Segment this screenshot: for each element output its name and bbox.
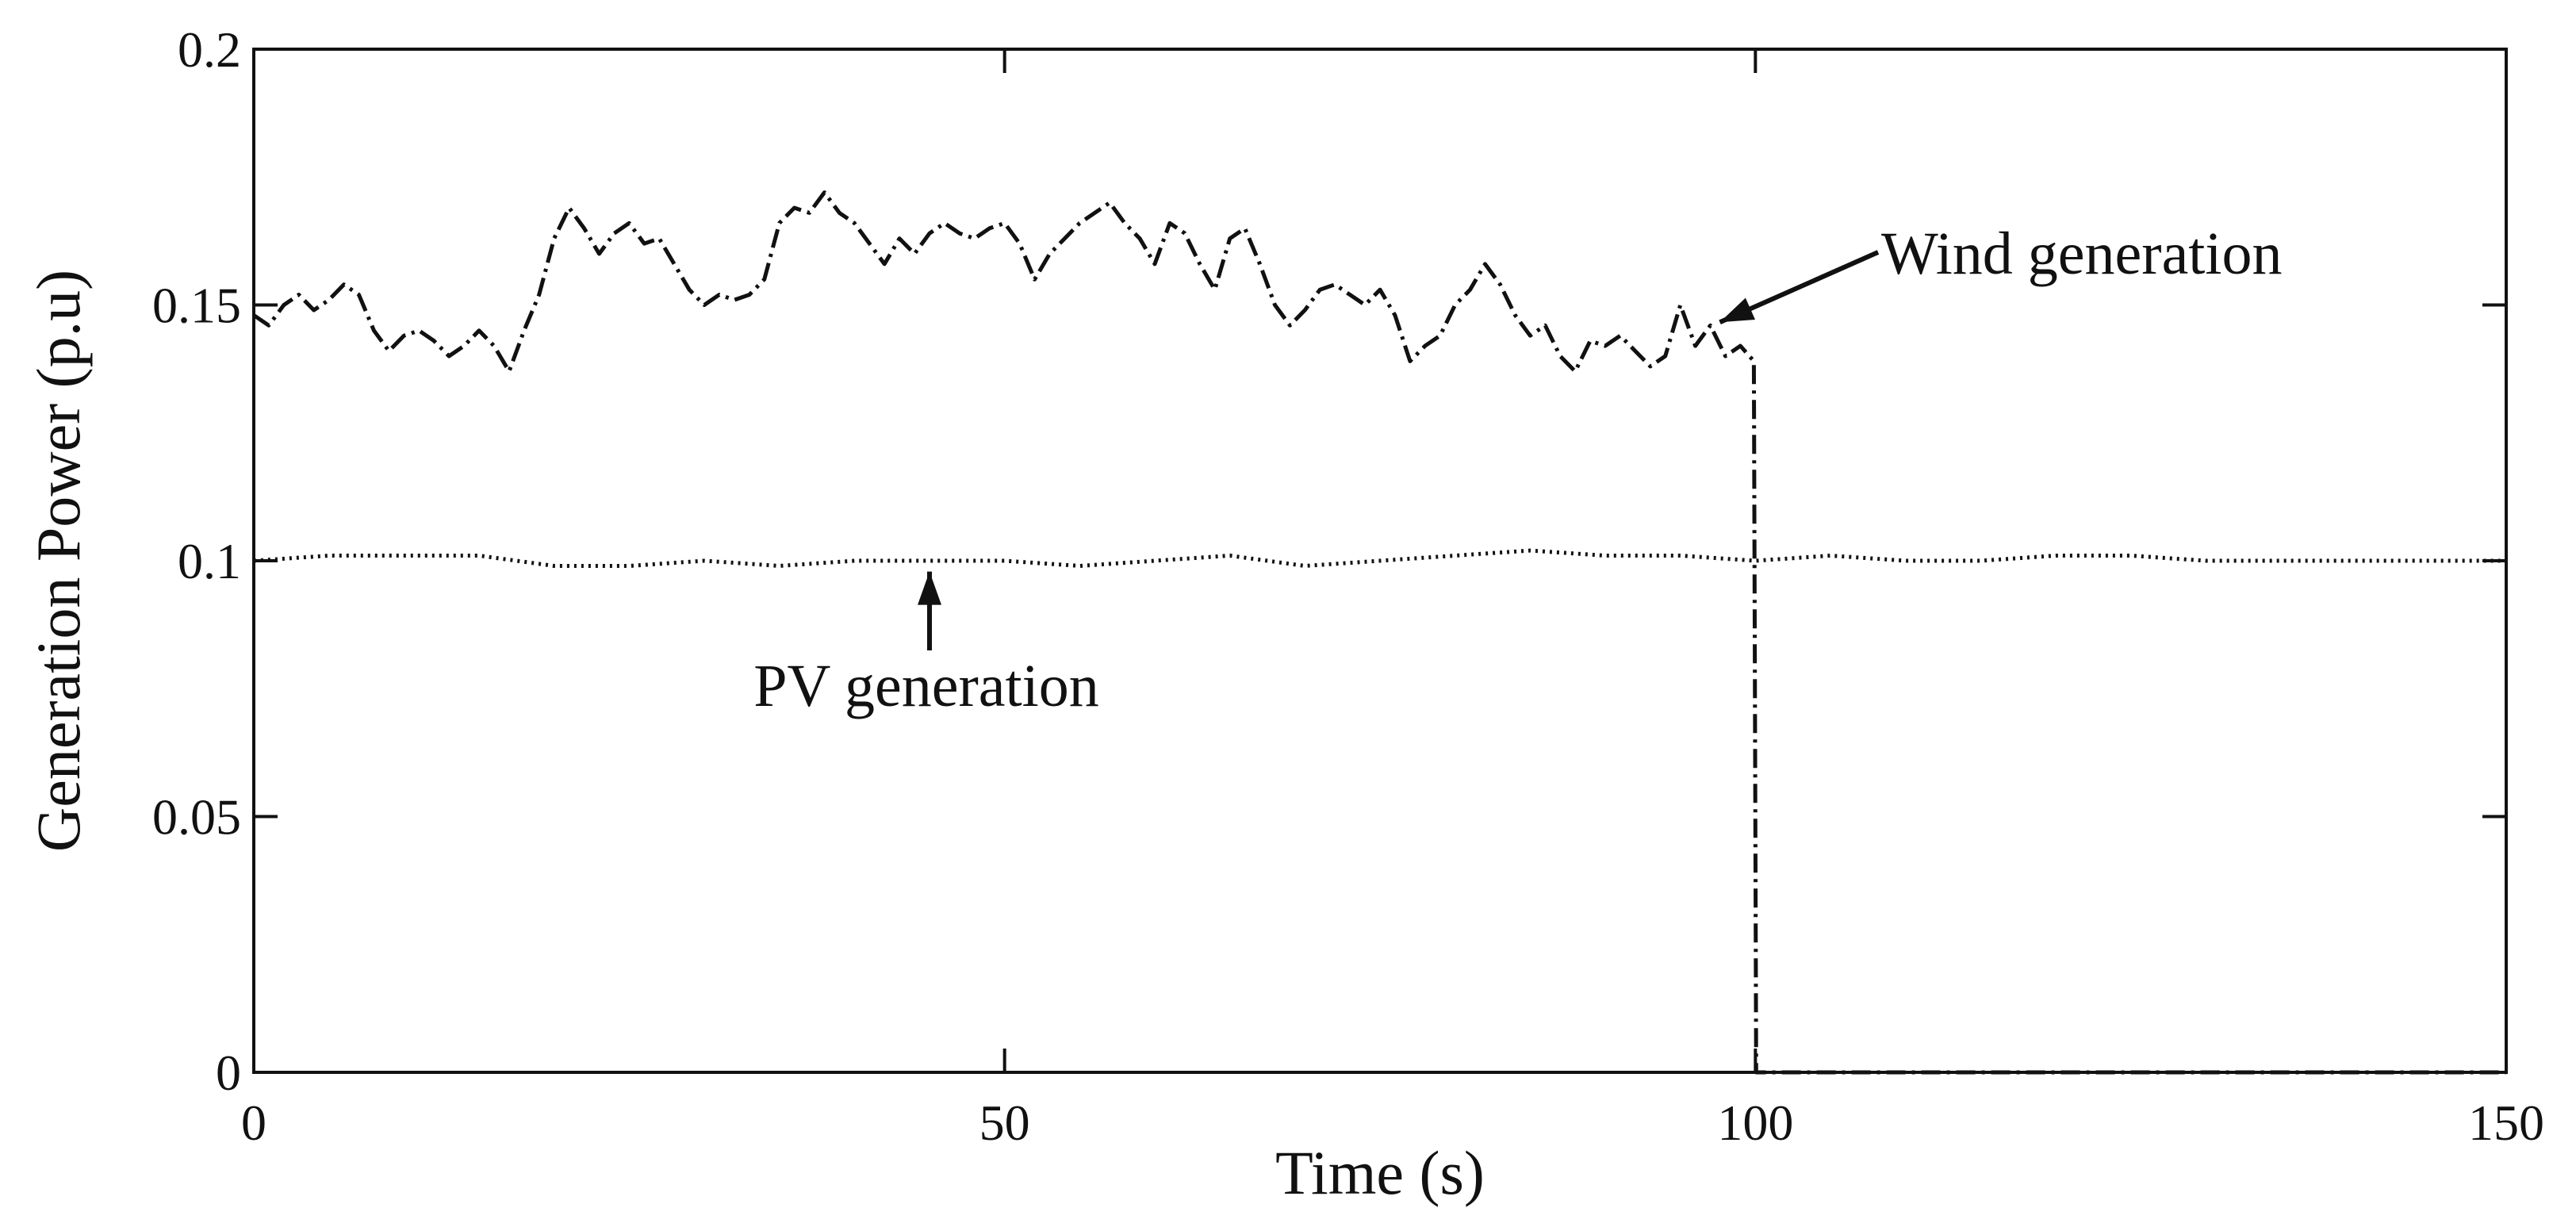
y-axis-label: Generation Power (p.u) xyxy=(24,270,93,852)
y-tick-label: 0.1 xyxy=(178,533,241,589)
pv-annotation-arrow-head xyxy=(918,571,941,605)
y-tick-label: 0.05 xyxy=(152,789,241,845)
tick-layer: 0 50 100 150 0 0.05 0.1 0.15 0.2 xyxy=(152,21,2544,1151)
x-tick-label: 150 xyxy=(2468,1095,2544,1151)
wind-annotation-arrow-head xyxy=(1719,297,1756,323)
annotation-pv-generation: PV generation xyxy=(753,653,1099,719)
annotation-wind-generation: Wind generation xyxy=(1881,220,2283,287)
x-tick-label: 50 xyxy=(979,1095,1030,1151)
series-line-pv-generation xyxy=(253,548,2506,568)
y-tick-label: 0.2 xyxy=(178,21,241,78)
y-tick-label: 0 xyxy=(216,1045,241,1101)
x-tick-label: 0 xyxy=(241,1095,266,1151)
y-tick-label: 0.15 xyxy=(152,278,241,334)
annotation-layer: Wind generation PV generation xyxy=(753,220,2282,719)
x-axis-label: Time (s) xyxy=(1275,1138,1485,1207)
x-tick-label: 100 xyxy=(1717,1095,1793,1151)
series-layer xyxy=(252,190,2506,1075)
